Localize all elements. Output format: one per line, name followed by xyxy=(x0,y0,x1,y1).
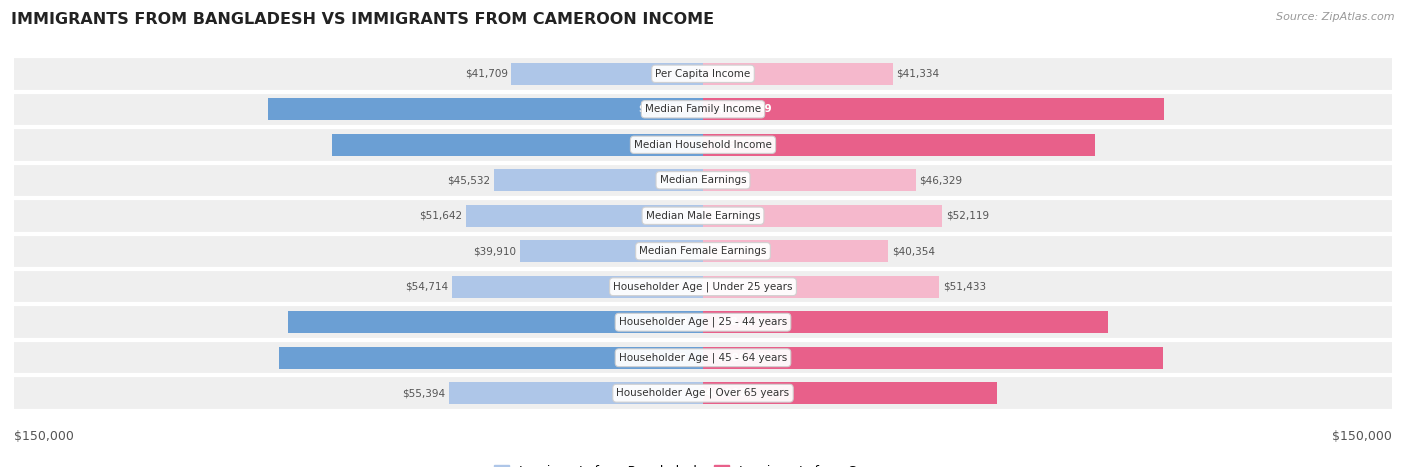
Text: $51,642: $51,642 xyxy=(419,211,463,221)
Text: $41,334: $41,334 xyxy=(896,69,939,79)
Bar xyxy=(703,98,1164,120)
Text: $39,910: $39,910 xyxy=(474,246,516,256)
Text: Median Family Income: Median Family Income xyxy=(645,104,761,114)
Bar xyxy=(14,56,1392,92)
Bar xyxy=(703,205,942,227)
Bar xyxy=(14,304,1392,340)
Text: $92,208: $92,208 xyxy=(640,353,688,363)
Text: Median Household Income: Median Household Income xyxy=(634,140,772,150)
Bar xyxy=(520,240,703,262)
Bar xyxy=(14,92,1392,127)
Bar xyxy=(14,269,1392,304)
Text: $51,433: $51,433 xyxy=(942,282,986,292)
Bar xyxy=(280,347,703,369)
Bar xyxy=(14,198,1392,234)
Text: Householder Age | 45 - 64 years: Householder Age | 45 - 64 years xyxy=(619,353,787,363)
Text: Householder Age | Over 65 years: Householder Age | Over 65 years xyxy=(616,388,790,398)
Bar xyxy=(703,382,997,404)
Text: $94,665: $94,665 xyxy=(638,104,685,114)
Bar xyxy=(703,276,939,298)
Text: Median Female Earnings: Median Female Earnings xyxy=(640,246,766,256)
Bar xyxy=(512,63,703,85)
Bar xyxy=(14,127,1392,163)
Bar xyxy=(703,240,889,262)
Text: Householder Age | 25 - 44 years: Householder Age | 25 - 44 years xyxy=(619,317,787,327)
Bar xyxy=(703,63,893,85)
Text: $54,714: $54,714 xyxy=(405,282,449,292)
Bar xyxy=(703,347,1163,369)
Bar xyxy=(14,163,1392,198)
Bar xyxy=(14,340,1392,375)
Bar xyxy=(703,169,915,191)
Bar xyxy=(14,234,1392,269)
Text: Median Male Earnings: Median Male Earnings xyxy=(645,211,761,221)
Bar xyxy=(449,382,703,404)
Bar xyxy=(703,134,1095,156)
Text: $150,000: $150,000 xyxy=(1331,431,1392,444)
Bar xyxy=(14,375,1392,411)
Legend: Immigrants from Bangladesh, Immigrants from Cameroon: Immigrants from Bangladesh, Immigrants f… xyxy=(489,460,917,467)
Bar xyxy=(288,311,703,333)
Text: $55,394: $55,394 xyxy=(402,388,446,398)
Bar xyxy=(465,205,703,227)
Text: $41,709: $41,709 xyxy=(465,69,508,79)
Bar xyxy=(332,134,703,156)
Bar xyxy=(703,311,1108,333)
Text: IMMIGRANTS FROM BANGLADESH VS IMMIGRANTS FROM CAMEROON INCOME: IMMIGRANTS FROM BANGLADESH VS IMMIGRANTS… xyxy=(11,12,714,27)
Text: $40,354: $40,354 xyxy=(891,246,935,256)
Bar xyxy=(451,276,703,298)
Text: $85,314: $85,314 xyxy=(714,140,762,150)
Text: $52,119: $52,119 xyxy=(946,211,988,221)
Text: $90,448: $90,448 xyxy=(641,317,689,327)
Text: Householder Age | Under 25 years: Householder Age | Under 25 years xyxy=(613,282,793,292)
Text: $46,329: $46,329 xyxy=(920,175,962,185)
Text: Median Earnings: Median Earnings xyxy=(659,175,747,185)
Text: Source: ZipAtlas.com: Source: ZipAtlas.com xyxy=(1277,12,1395,21)
Text: $100,084: $100,084 xyxy=(717,353,772,363)
Text: $88,214: $88,214 xyxy=(716,317,763,327)
Text: $63,907: $63,907 xyxy=(700,388,747,398)
Text: $80,722: $80,722 xyxy=(647,140,695,150)
Text: $100,289: $100,289 xyxy=(717,104,772,114)
Text: $45,532: $45,532 xyxy=(447,175,491,185)
Bar xyxy=(494,169,703,191)
Text: $150,000: $150,000 xyxy=(14,431,75,444)
Text: Per Capita Income: Per Capita Income xyxy=(655,69,751,79)
Bar xyxy=(269,98,703,120)
